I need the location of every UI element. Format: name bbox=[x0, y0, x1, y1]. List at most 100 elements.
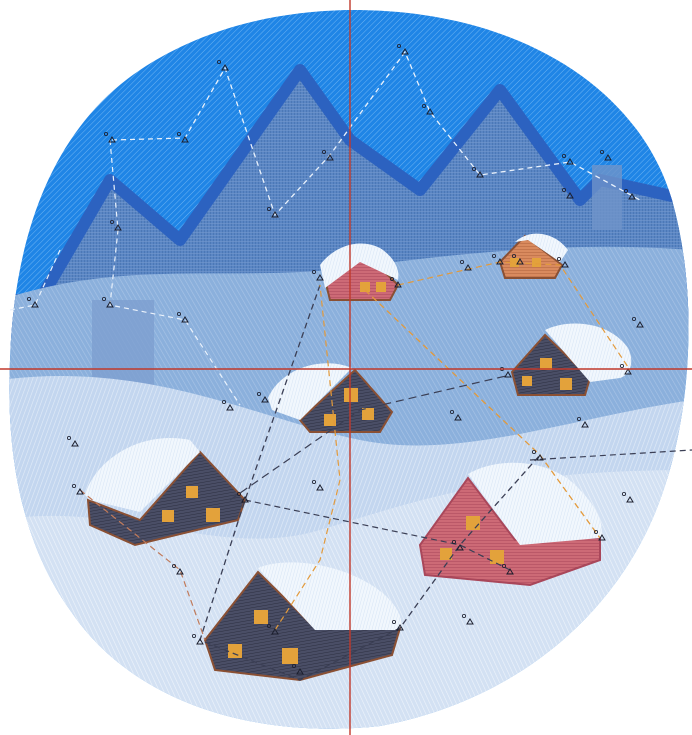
stitch-end-marker bbox=[624, 368, 632, 375]
stitch-start-marker bbox=[389, 276, 394, 281]
travel-line bbox=[274, 284, 341, 631]
stitch-start-marker bbox=[451, 540, 456, 545]
stitch-start-marker bbox=[461, 614, 466, 619]
house-mid-center[interactable] bbox=[268, 363, 394, 433]
stitch-start-marker bbox=[594, 530, 599, 535]
stitch-end-marker bbox=[598, 534, 606, 541]
stitch-end-marker bbox=[466, 618, 474, 625]
stitch-start-marker bbox=[266, 206, 271, 211]
stitch-end-marker bbox=[561, 261, 569, 268]
stitch-start-marker bbox=[449, 409, 454, 414]
stitch-end-marker bbox=[176, 568, 184, 575]
stitch-end-marker bbox=[496, 258, 504, 265]
stitch-end-marker bbox=[114, 224, 122, 231]
stitch-markers bbox=[26, 44, 644, 675]
stitch-start-marker bbox=[459, 259, 464, 264]
stitch-start-marker bbox=[471, 166, 476, 171]
stitch-start-marker bbox=[600, 149, 605, 154]
stitch-end-marker bbox=[456, 544, 464, 551]
stitch-start-marker bbox=[622, 491, 627, 496]
house-left[interactable] bbox=[85, 438, 247, 547]
stitch-start-marker bbox=[176, 311, 181, 316]
faint-tower-right bbox=[592, 165, 622, 230]
stitch-end-marker bbox=[628, 193, 636, 200]
house-top-center[interactable] bbox=[320, 243, 400, 301]
stitch-start-marker bbox=[557, 256, 562, 261]
stitch-end-marker bbox=[626, 496, 634, 503]
houses-layer bbox=[85, 233, 632, 682]
house-top-right[interactable] bbox=[498, 233, 568, 279]
stitch-start-marker bbox=[171, 564, 176, 569]
stitch-start-marker bbox=[512, 253, 517, 258]
stitch-end-marker bbox=[326, 154, 334, 161]
stitch-end-marker bbox=[108, 136, 116, 143]
stitch-end-marker bbox=[396, 624, 404, 631]
travel-line bbox=[109, 139, 241, 406]
stitch-end-marker bbox=[604, 154, 612, 161]
stitch-end-marker bbox=[636, 321, 644, 328]
stitch-end-marker bbox=[261, 396, 269, 403]
stitch-start-marker bbox=[562, 153, 567, 158]
travel-line bbox=[111, 50, 641, 217]
stitch-start-marker bbox=[104, 131, 109, 136]
stitch-end-marker bbox=[566, 192, 574, 199]
stitch-end-marker bbox=[426, 108, 434, 115]
stitch-end-marker bbox=[504, 371, 512, 378]
stitch-end-marker bbox=[476, 171, 484, 178]
stitch-start-marker bbox=[176, 131, 181, 136]
stitch-end-marker bbox=[566, 158, 574, 165]
travel-line bbox=[79, 489, 206, 641]
stitch-start-marker bbox=[191, 634, 196, 639]
stitch-end-marker bbox=[296, 668, 304, 675]
stitch-end-marker bbox=[241, 496, 249, 503]
stitch-end-marker bbox=[581, 421, 589, 428]
stitch-end-marker bbox=[76, 488, 84, 495]
stitch-start-marker bbox=[620, 363, 625, 368]
stitch-start-marker bbox=[391, 620, 396, 625]
travel-line bbox=[199, 284, 541, 681]
stitch-end-marker bbox=[181, 316, 189, 323]
stitch-start-marker bbox=[110, 219, 115, 224]
stitch-end-marker bbox=[221, 64, 229, 71]
stitch-start-marker bbox=[624, 188, 629, 193]
stitch-start-marker bbox=[321, 149, 326, 154]
stitch-start-marker bbox=[421, 104, 426, 109]
stitch-end-marker bbox=[316, 484, 324, 491]
travel-line bbox=[229, 374, 511, 501]
stitch-end-marker bbox=[394, 281, 402, 288]
stitch-start-marker bbox=[501, 564, 506, 569]
stitch-start-marker bbox=[102, 296, 107, 301]
stitch-start-marker bbox=[216, 60, 221, 65]
house-right-large[interactable] bbox=[418, 462, 602, 587]
house-mid-right[interactable] bbox=[510, 323, 632, 396]
stitch-start-marker bbox=[632, 316, 637, 321]
travel-line bbox=[529, 449, 692, 461]
stitch-start-marker bbox=[396, 44, 401, 49]
stitch-end-marker bbox=[536, 454, 544, 461]
stitch-start-marker bbox=[256, 391, 261, 396]
stitch-start-marker bbox=[532, 449, 537, 454]
stitch-start-marker bbox=[311, 479, 316, 484]
stitch-start-marker bbox=[562, 187, 567, 192]
stitch-end-marker bbox=[516, 258, 524, 265]
faint-tower-left bbox=[92, 300, 154, 388]
stitch-start-marker bbox=[236, 491, 241, 496]
travel-line bbox=[9, 249, 61, 311]
stitch-end-marker bbox=[271, 628, 279, 635]
stitch-start-marker bbox=[221, 399, 226, 404]
travel-line bbox=[244, 499, 511, 571]
travel-line bbox=[397, 261, 631, 371]
stitch-start-marker bbox=[26, 296, 31, 301]
stitch-start-marker bbox=[72, 483, 77, 488]
stitch-end-marker bbox=[454, 414, 462, 421]
stitch-start-marker bbox=[266, 624, 271, 629]
stitch-end-marker bbox=[196, 638, 204, 645]
stitch-end-marker bbox=[31, 301, 39, 308]
stitch-end-marker bbox=[316, 274, 324, 281]
stitch-end-marker bbox=[464, 264, 472, 271]
stitch-end-marker bbox=[401, 48, 409, 55]
stitch-end-marker bbox=[181, 136, 189, 143]
stitch-start-marker bbox=[311, 269, 316, 274]
stitch-start-marker bbox=[491, 253, 496, 258]
